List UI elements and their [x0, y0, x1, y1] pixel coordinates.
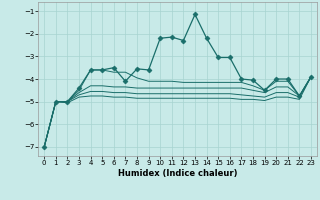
X-axis label: Humidex (Indice chaleur): Humidex (Indice chaleur): [118, 169, 237, 178]
